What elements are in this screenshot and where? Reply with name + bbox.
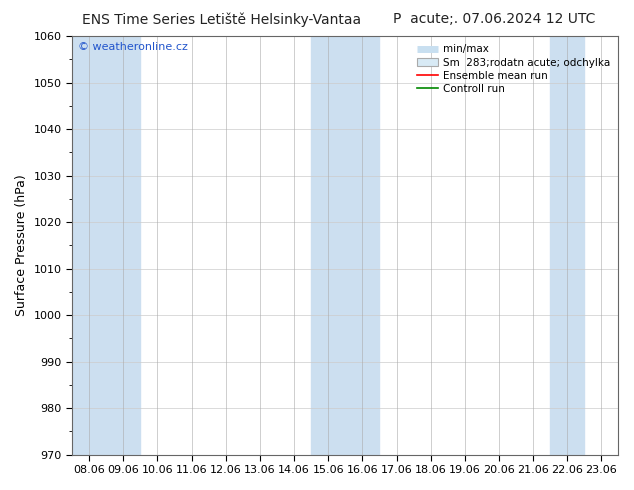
Text: ENS Time Series Letiště Helsinky-Vantaa: ENS Time Series Letiště Helsinky-Vantaa	[82, 12, 361, 27]
Bar	[72, 36, 107, 455]
Bar	[311, 36, 346, 455]
Y-axis label: Surface Pressure (hPa): Surface Pressure (hPa)	[15, 174, 28, 316]
Text: © weatheronline.cz: © weatheronline.cz	[77, 43, 188, 52]
Bar	[550, 36, 585, 455]
Text: P  acute;. 07.06.2024 12 UTC: P acute;. 07.06.2024 12 UTC	[393, 12, 595, 26]
Bar	[107, 36, 140, 455]
Legend: min/max, Sm  283;rodatn acute; odchylka, Ensemble mean run, Controll run: min/max, Sm 283;rodatn acute; odchylka, …	[414, 41, 613, 97]
Bar	[346, 36, 379, 455]
